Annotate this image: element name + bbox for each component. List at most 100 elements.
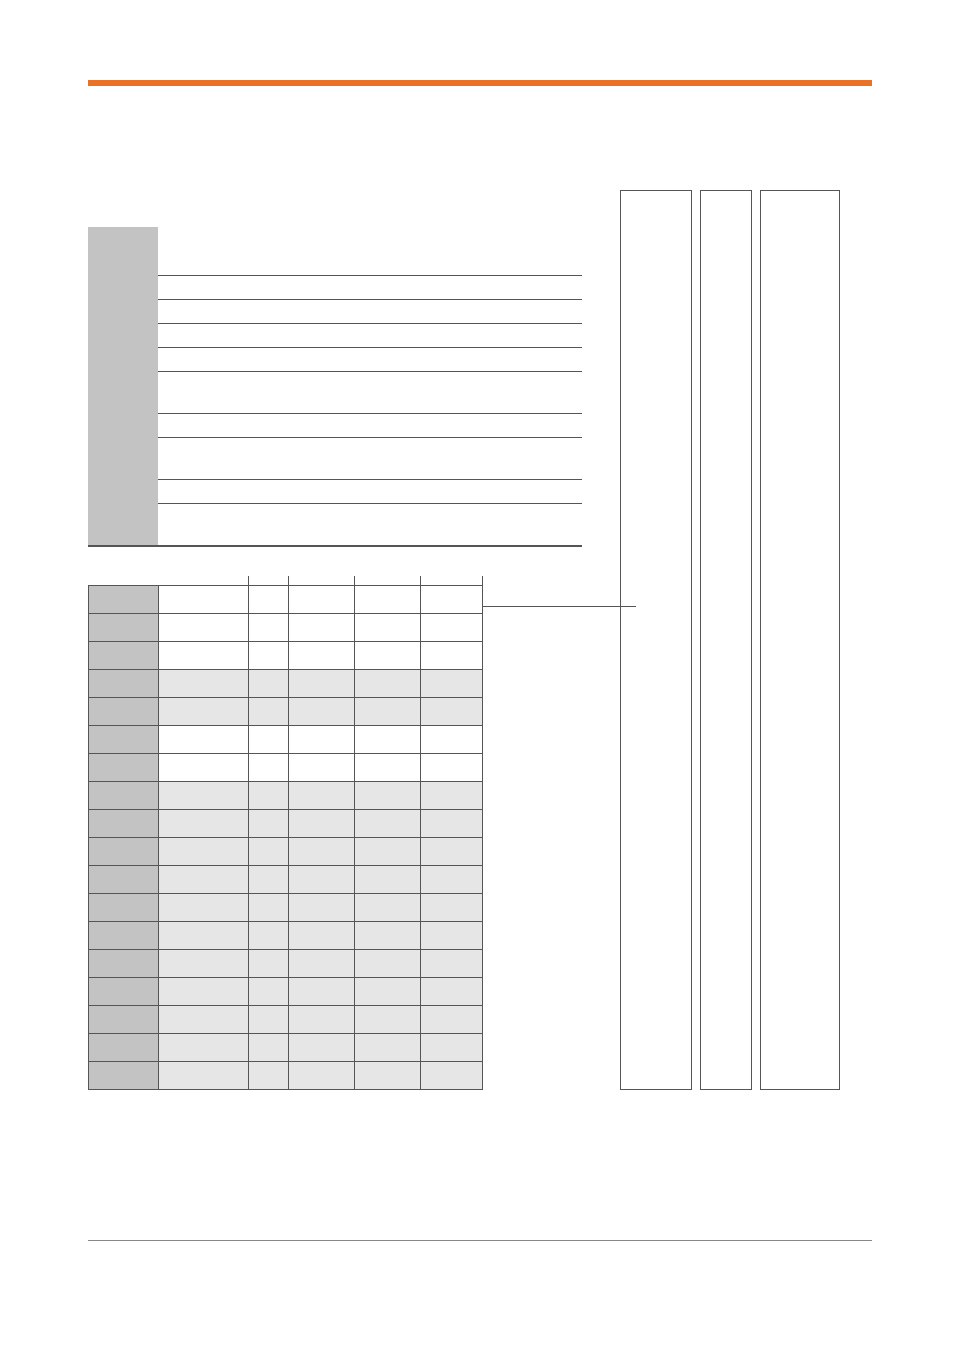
table-cell xyxy=(159,838,249,866)
table-cell xyxy=(249,670,289,698)
table-cell xyxy=(89,978,159,1006)
table-cell xyxy=(289,586,355,614)
table-cell xyxy=(249,950,289,978)
side-bracket-left-edge xyxy=(620,191,621,1089)
table-row xyxy=(89,698,483,726)
table-cell xyxy=(159,614,249,642)
table-cell xyxy=(249,586,289,614)
table-cell xyxy=(289,978,355,1006)
table-cell xyxy=(355,670,421,698)
table-cell xyxy=(355,1062,421,1090)
table-cell xyxy=(355,754,421,782)
table-row xyxy=(89,1006,483,1034)
table-cell xyxy=(289,1034,355,1062)
table-cell xyxy=(421,586,483,614)
top-info-rule xyxy=(158,437,582,438)
table-cell xyxy=(289,922,355,950)
table-cell xyxy=(89,782,159,810)
table-cell xyxy=(89,810,159,838)
table-row xyxy=(89,978,483,1006)
table-cell xyxy=(355,1006,421,1034)
table-cell xyxy=(89,726,159,754)
table-cell xyxy=(159,1006,249,1034)
side-bracket-right-edge xyxy=(691,191,692,1089)
table-row xyxy=(89,754,483,782)
table-cell xyxy=(89,894,159,922)
table-cell xyxy=(421,978,483,1006)
table-cell xyxy=(249,894,289,922)
side-bracket-right-edge xyxy=(839,191,840,1089)
header-divider-left xyxy=(88,80,636,86)
table-row xyxy=(89,810,483,838)
grid-tick xyxy=(354,576,355,585)
top-info-rule xyxy=(158,323,582,324)
table-row xyxy=(89,866,483,894)
table-cell xyxy=(289,810,355,838)
table-row xyxy=(89,838,483,866)
table-cell xyxy=(421,866,483,894)
table-cell xyxy=(421,1034,483,1062)
side-bracket xyxy=(760,190,840,1090)
table-cell xyxy=(289,698,355,726)
table-row xyxy=(89,922,483,950)
table-cell xyxy=(421,782,483,810)
table-cell xyxy=(355,586,421,614)
grid-tick xyxy=(248,576,249,585)
top-info-table-rules xyxy=(158,227,582,545)
top-info-rule xyxy=(158,299,582,300)
table-cell xyxy=(421,838,483,866)
grid-tick xyxy=(482,576,483,585)
table-cell xyxy=(355,614,421,642)
table-cell xyxy=(249,726,289,754)
table-cell xyxy=(289,950,355,978)
table-cell xyxy=(159,922,249,950)
table-cell xyxy=(289,782,355,810)
side-bracket-left-edge xyxy=(760,191,761,1089)
table-cell xyxy=(159,670,249,698)
table-cell xyxy=(355,950,421,978)
table-cell xyxy=(159,866,249,894)
table-cell xyxy=(421,642,483,670)
table-cell xyxy=(89,586,159,614)
table-cell xyxy=(289,726,355,754)
top-info-rule xyxy=(158,275,582,276)
table-cell xyxy=(355,838,421,866)
table-cell xyxy=(289,670,355,698)
table-row xyxy=(89,894,483,922)
table-row xyxy=(89,1034,483,1062)
table-cell xyxy=(289,894,355,922)
table-cell xyxy=(249,782,289,810)
table-cell xyxy=(421,894,483,922)
table-cell xyxy=(159,1062,249,1090)
table-cell xyxy=(421,922,483,950)
table-cell xyxy=(355,642,421,670)
table-cell xyxy=(421,614,483,642)
table-cell xyxy=(289,614,355,642)
top-info-rule xyxy=(158,413,582,414)
table-cell xyxy=(289,642,355,670)
table-cell xyxy=(249,614,289,642)
table-cell xyxy=(159,642,249,670)
table-row xyxy=(89,586,483,614)
table-row xyxy=(89,642,483,670)
grid-tick xyxy=(288,576,289,585)
table-cell xyxy=(249,1006,289,1034)
top-info-table-bottom-rule xyxy=(88,545,582,547)
table-cell xyxy=(421,670,483,698)
table-row xyxy=(89,670,483,698)
table-cell xyxy=(89,1006,159,1034)
table-cell xyxy=(159,586,249,614)
table-cell xyxy=(289,754,355,782)
table-cell xyxy=(89,642,159,670)
table-cell xyxy=(89,614,159,642)
table-row xyxy=(89,726,483,754)
table-cell xyxy=(159,754,249,782)
table-cell xyxy=(355,698,421,726)
table-cell xyxy=(421,726,483,754)
table-cell xyxy=(159,726,249,754)
table-cell xyxy=(355,978,421,1006)
table-cell xyxy=(421,1006,483,1034)
table-cell xyxy=(355,810,421,838)
table-cell xyxy=(89,1034,159,1062)
top-info-rule xyxy=(158,479,582,480)
